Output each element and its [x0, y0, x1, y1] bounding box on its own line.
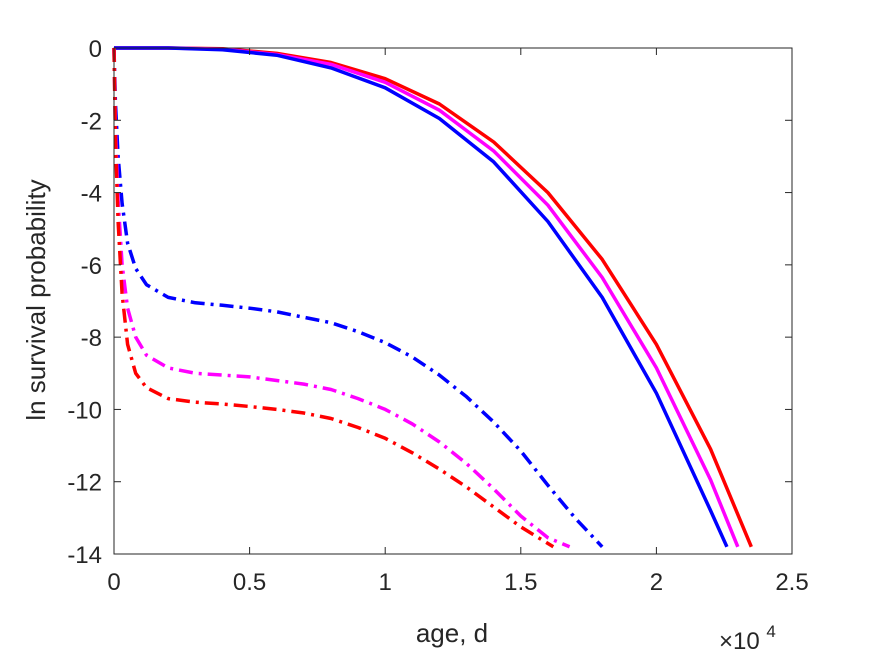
x-tick-label: 2.5	[775, 569, 808, 596]
y-tick-label: -10	[67, 397, 102, 424]
y-tick-label: -14	[67, 542, 102, 569]
x-tick-label: 0	[107, 569, 120, 596]
series-line-4	[112, 47, 604, 548]
y-axis-label: ln survival probability	[21, 179, 51, 420]
series-line-6	[112, 47, 555, 549]
y-tick-label: 0	[89, 36, 102, 63]
x-axis-label: age, d	[416, 618, 488, 648]
tick-layer: 0 0.5 1 1.5 2 2.5 0 -2 -4 -6 -8 -10 -12 -14	[67, 36, 808, 596]
y-tick-label: -2	[81, 108, 102, 135]
x-multiplier: ×10 4	[719, 622, 776, 655]
series-line-3	[114, 46, 729, 548]
series-line-5	[112, 47, 571, 549]
x-tick-label: 2	[650, 569, 663, 596]
x-multiplier-base: ×10	[719, 628, 760, 655]
y-tick-label: -8	[81, 325, 102, 352]
x-tick-label: 1.5	[504, 569, 537, 596]
series-layer	[112, 46, 753, 549]
y-tick-label: -6	[81, 253, 102, 280]
x-multiplier-exponent: 4	[766, 622, 775, 641]
y-tick-label: -12	[67, 470, 102, 497]
axes-layer	[113, 47, 793, 555]
axes-box	[113, 47, 793, 555]
y-tick-label: -4	[81, 181, 102, 208]
x-tick-label: 1	[379, 569, 392, 596]
plot-area	[114, 48, 792, 554]
x-tick-label: 0.5	[233, 569, 266, 596]
